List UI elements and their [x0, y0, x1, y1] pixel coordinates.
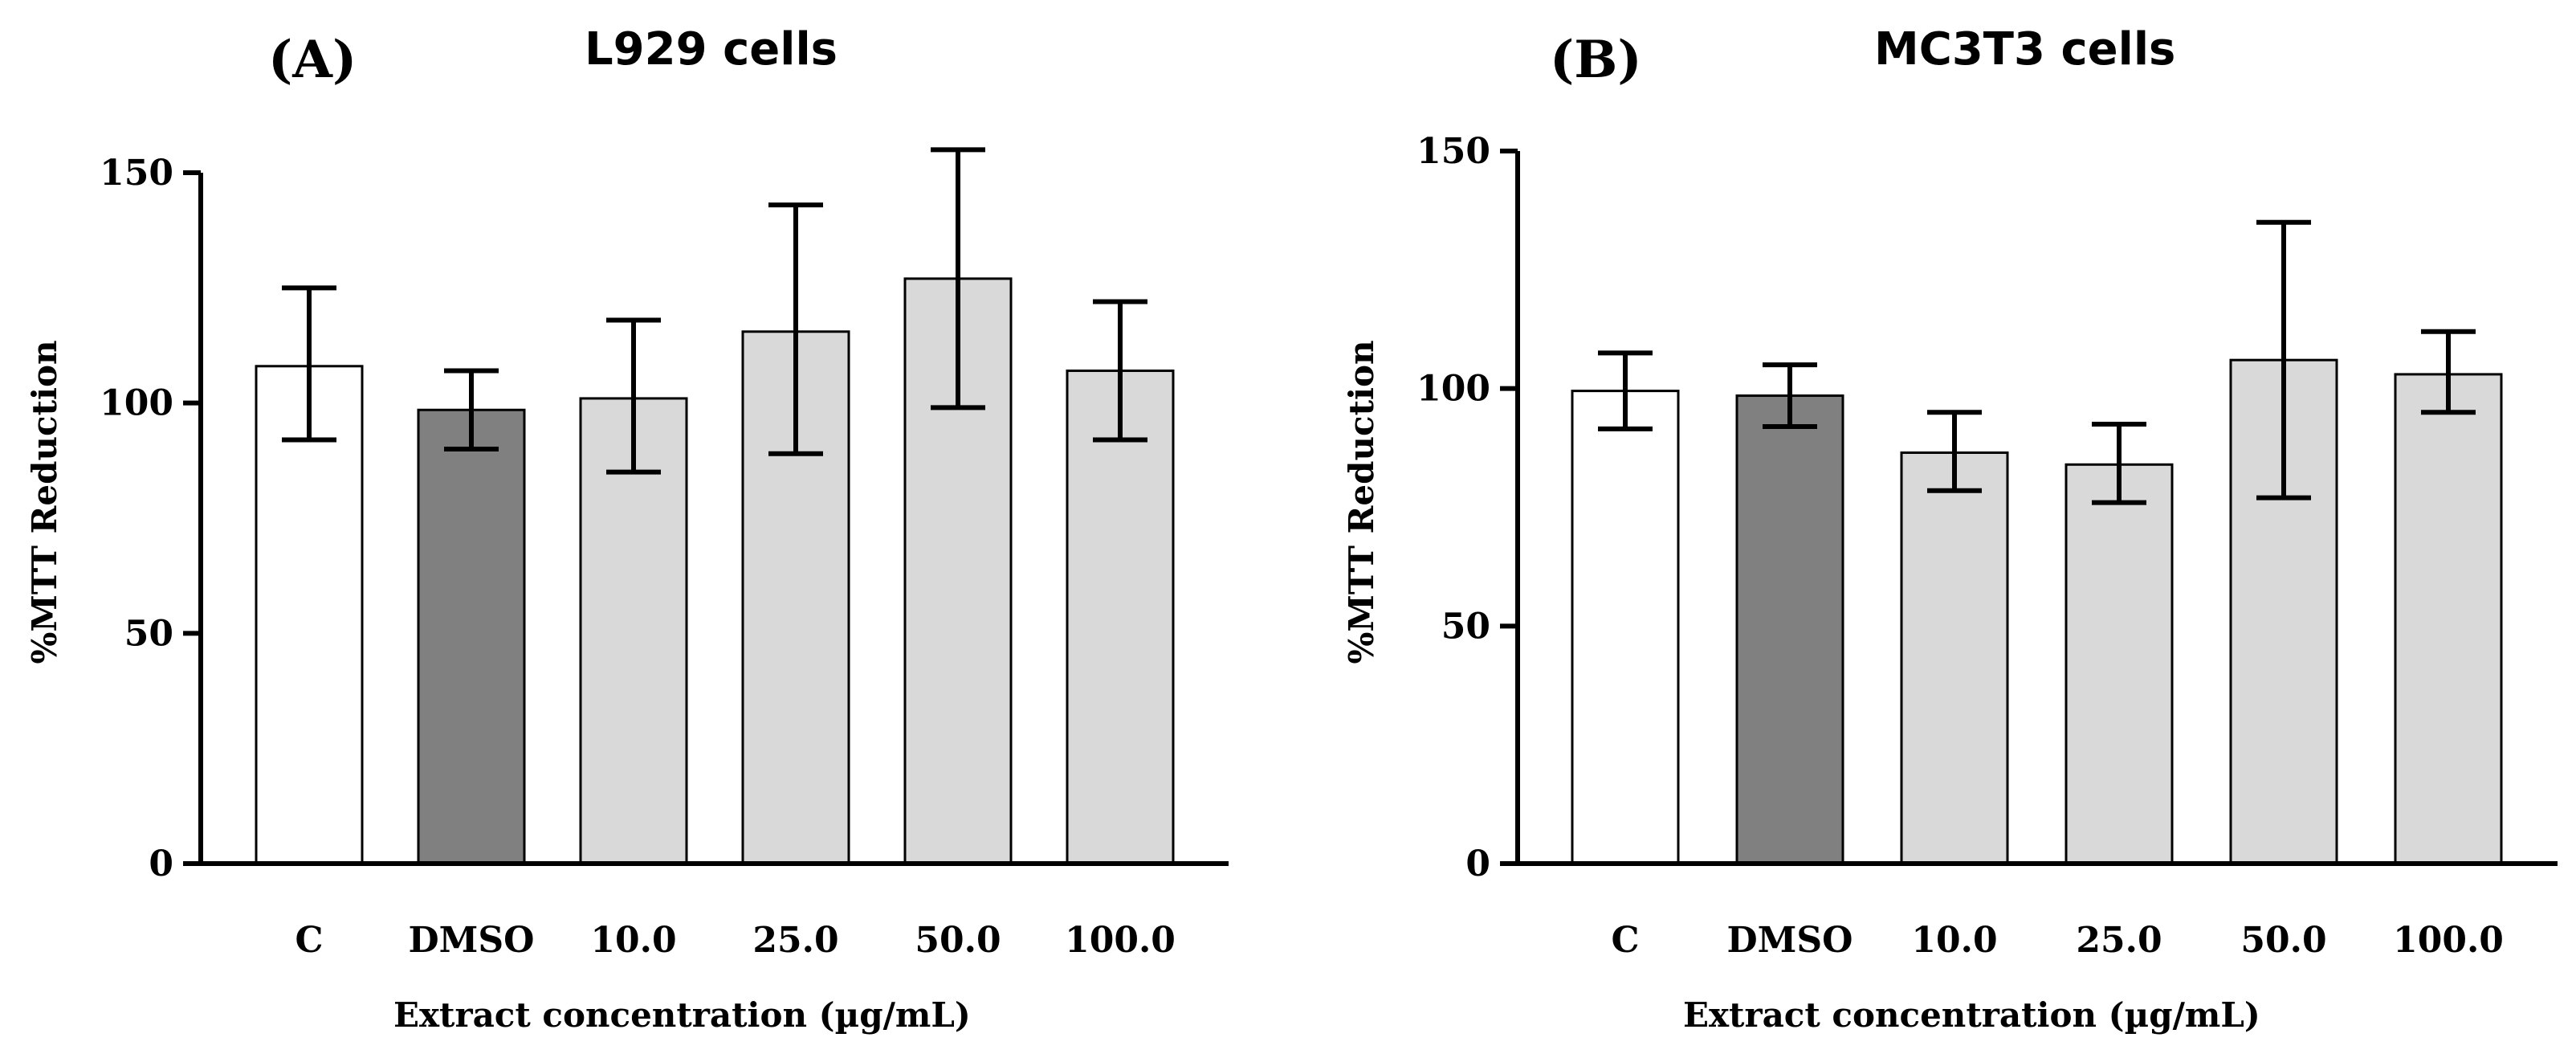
panel-b-y-tick-label: 150 [1416, 131, 1490, 172]
panel-a-error-bar-5 [1093, 299, 1147, 443]
panel-b-y-tick-label: 100 [1416, 369, 1490, 410]
panel-b-x-axis-label: Extract concentration (µg/mL) [1683, 995, 2260, 1035]
panel-a-label: (A) [268, 30, 357, 90]
panel-b-mc3t3: (B) MC3T3 cells %MTT Reduction Extract c… [1342, 23, 2558, 1035]
panel-a-y-tick-label: 150 [100, 153, 173, 194]
panel-b-error-bar-0 [1598, 350, 1653, 431]
panel-a-bar-1 [417, 408, 526, 865]
panel-b-title: MC3T3 cells [1874, 23, 2175, 76]
panel-b-marks: C DMSO 10.0 25.0 50.0 100.0 0 50 100 150 [1416, 131, 2558, 961]
panel-a-error-bar-1 [444, 368, 499, 451]
panel-a-category-label: 10.0 [590, 920, 676, 961]
panel-a-bar-5 [1066, 370, 1175, 865]
panel-b-y-axis-label: %MTT Reduction [1342, 340, 1381, 664]
panel-b-bar-1 [1735, 394, 1844, 865]
panel-b-category-label: 100.0 [2393, 920, 2504, 961]
panel-a-bar-0 [255, 365, 364, 865]
panel-a-l929: (A) L929 cells %MTT Reduction Extract co… [25, 23, 1229, 1035]
panel-b-y-tick-label: 50 [1441, 606, 1490, 647]
panel-a-category-label: 100.0 [1065, 920, 1176, 961]
panel-a-y-tick-label: 50 [124, 613, 173, 654]
panel-b-bar-0 [1571, 390, 1680, 865]
panel-b-category-label: 10.0 [1911, 920, 1997, 961]
panel-a-error-bar-0 [282, 285, 336, 443]
panel-a-category-label: DMSO [409, 920, 535, 961]
panel-a-title: L929 cells [585, 23, 838, 76]
panel-b-category-label: C [1611, 920, 1639, 961]
panel-a-error-bar-3 [768, 202, 823, 456]
panel-b-category-label: 25.0 [2076, 920, 2162, 961]
panel-a-bar-2 [579, 397, 688, 865]
panel-a-error-bar-2 [606, 317, 661, 475]
panel-a-marks: C DMSO 10.0 25.0 50.0 100.0 0 50 100 150 [100, 147, 1229, 961]
panel-b-error-bar-5 [2421, 329, 2476, 415]
panel-b-error-bar-2 [1927, 410, 1982, 493]
panel-b-label: (B) [1550, 30, 1642, 90]
panel-b-error-bar-1 [1763, 362, 1817, 429]
panel-b-category-label: DMSO [1727, 920, 1853, 961]
panel-b-bar-2 [1900, 451, 2009, 865]
panel-b-bar-5 [2394, 373, 2503, 865]
panel-a-y-axis-label: %MTT Reduction [25, 340, 64, 664]
panel-a-category-label: 50.0 [915, 920, 1001, 961]
panel-a-y-tick-label: 0 [149, 844, 173, 884]
panel-b-category-label: 50.0 [2240, 920, 2326, 961]
panel-b-error-bar-4 [2256, 219, 2311, 500]
panel-a-x-axis-label: Extract concentration (µg/mL) [393, 995, 971, 1035]
panel-a-category-label: 25.0 [752, 920, 838, 961]
panel-a-y-tick-label: 100 [100, 383, 173, 424]
panel-a-error-bar-4 [931, 147, 985, 411]
panel-b-bar-3 [2064, 463, 2174, 865]
panel-a-category-label: C [295, 920, 323, 961]
panel-b-y-tick-label: 0 [1465, 844, 1490, 884]
panel-b-error-bar-3 [2092, 422, 2146, 505]
